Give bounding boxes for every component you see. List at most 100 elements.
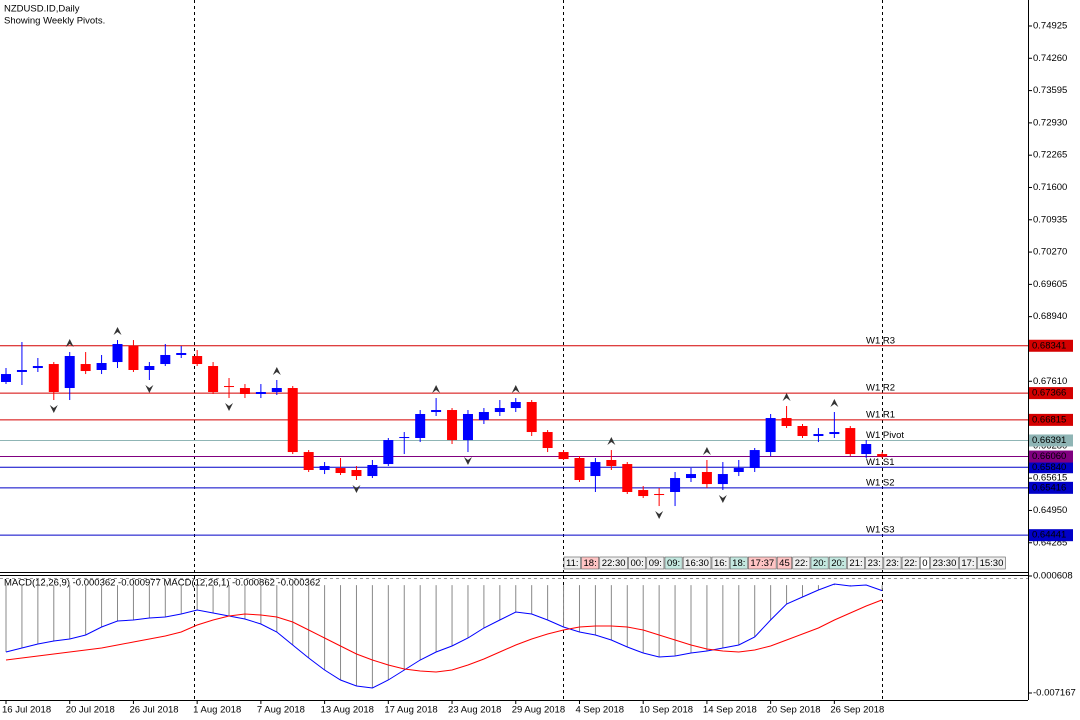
candle-body xyxy=(526,402,537,433)
y-tick-label: 0.72930 xyxy=(1033,117,1067,128)
level-label-box xyxy=(1029,434,1073,447)
level-label: 0.66815 xyxy=(1032,414,1066,425)
session-time: 09: xyxy=(649,558,662,569)
candle-body xyxy=(765,418,776,453)
y-tick-label: 0.65615 xyxy=(1033,473,1067,484)
y-tick-label: 0.67610 xyxy=(1033,376,1067,387)
session-box xyxy=(930,556,959,570)
candle-body xyxy=(494,408,505,413)
candle-body xyxy=(431,410,442,413)
session-box xyxy=(628,556,647,570)
session-time: 18: xyxy=(584,558,597,569)
session-box xyxy=(865,556,884,570)
candle-body xyxy=(367,465,378,477)
fractal-up xyxy=(113,327,122,336)
level-name: W1 S3 xyxy=(866,525,895,536)
candle-body xyxy=(717,474,728,485)
candle-body xyxy=(80,364,91,372)
session-time: 17: xyxy=(961,558,974,569)
fractal-up xyxy=(702,446,711,455)
session-time: 22:30 xyxy=(602,558,626,569)
candle-body xyxy=(351,470,362,477)
session-box xyxy=(847,556,865,570)
y-tick-label: 0.69605 xyxy=(1033,279,1067,290)
fractal-up xyxy=(511,385,520,394)
session-time: 22: xyxy=(904,558,917,569)
session-time: 16:30 xyxy=(685,558,709,569)
session-time: 00: xyxy=(631,558,644,569)
level-label-box xyxy=(1029,461,1073,474)
level-label: 0.66391 xyxy=(1032,435,1066,446)
candle-body xyxy=(861,444,872,455)
fractal-down xyxy=(49,405,58,414)
session-time: 20: xyxy=(813,558,826,569)
candle-body xyxy=(96,363,107,371)
candle-body xyxy=(845,428,856,455)
candle-body xyxy=(638,490,649,497)
candle-body xyxy=(813,434,824,437)
session-box xyxy=(599,556,628,570)
candle-body xyxy=(112,344,123,363)
candle-body xyxy=(335,468,346,474)
level-label-box xyxy=(1029,481,1073,494)
fractal-down xyxy=(718,495,727,504)
macd-line xyxy=(5,583,883,689)
session-box xyxy=(646,556,665,570)
session-box xyxy=(883,556,902,570)
macd-line xyxy=(5,599,883,673)
x-tick-label: 1 Aug 2018 xyxy=(193,705,241,716)
session-time: 17:37 xyxy=(750,558,774,569)
fractal-up xyxy=(830,399,839,408)
candle-body xyxy=(685,474,696,479)
session-box xyxy=(563,556,581,570)
candle-body xyxy=(1,374,11,382)
session-time: 20: xyxy=(831,558,844,569)
session-box xyxy=(664,556,683,570)
y-tick-label: 0.73595 xyxy=(1033,85,1067,96)
level-label-box xyxy=(1029,450,1073,463)
candle-body xyxy=(877,454,888,457)
session-time: 15:30 xyxy=(980,558,1004,569)
candle-body xyxy=(478,412,489,421)
candle-body xyxy=(654,493,665,496)
session-box xyxy=(748,556,777,570)
session-box xyxy=(729,556,748,570)
level-label: 0.67366 xyxy=(1032,388,1066,399)
level-name: W1 R2 xyxy=(866,383,895,394)
candle-body xyxy=(574,458,585,481)
level-label: 0.66060 xyxy=(1032,451,1066,462)
candle-body xyxy=(383,440,394,465)
candle-body xyxy=(208,366,219,393)
candle-body xyxy=(255,392,266,394)
level-label: 0.65840 xyxy=(1032,462,1066,473)
x-tick-label: 14 Sep 2018 xyxy=(703,705,757,716)
level-name: W1 R1 xyxy=(866,409,895,420)
session-box xyxy=(977,556,1006,570)
y-tick-label: 0.74260 xyxy=(1033,53,1067,64)
session-box xyxy=(682,556,712,570)
fractal-up xyxy=(432,385,441,394)
candle-body xyxy=(239,388,250,394)
level-name: W1 R3 xyxy=(866,335,895,346)
candle-body xyxy=(287,388,298,453)
session-time: 23: xyxy=(868,558,881,569)
level-label-box xyxy=(1029,529,1073,542)
y-tick-label: -0.007167 xyxy=(1033,688,1076,699)
candle-body xyxy=(64,356,75,389)
x-tick-label: 29 Aug 2018 xyxy=(512,705,565,716)
level-name: W1 S2 xyxy=(866,477,895,488)
candle-body xyxy=(510,402,521,409)
x-tick-label: 16 Jul 2018 xyxy=(2,705,51,716)
fractal-down xyxy=(352,485,361,494)
session-box xyxy=(919,556,930,570)
candle-body xyxy=(176,353,187,355)
session-box xyxy=(901,556,920,570)
candle-body xyxy=(128,346,139,371)
y-tick-label: 0.70935 xyxy=(1033,214,1067,225)
session-box xyxy=(776,556,793,570)
fractal-up xyxy=(782,393,791,402)
session-time: 45 xyxy=(779,558,790,569)
x-tick-label: 7 Aug 2018 xyxy=(257,705,305,716)
